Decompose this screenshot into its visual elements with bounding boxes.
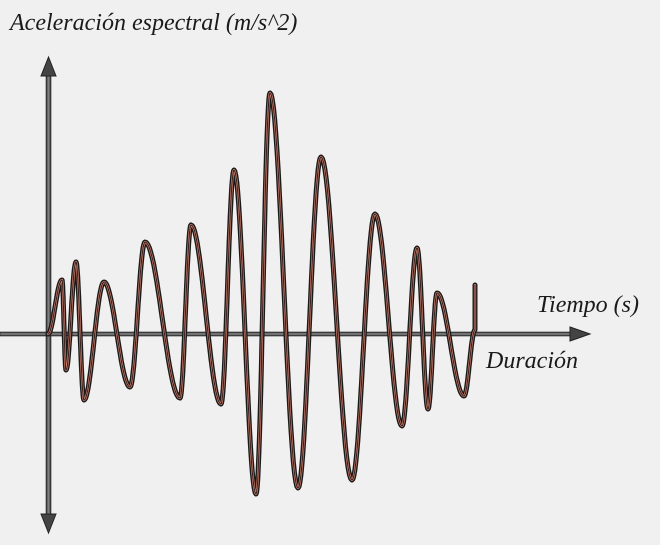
x-axis-arrow	[569, 326, 592, 342]
duration-label: Duración	[485, 348, 578, 374]
x-axis-label: Tiempo (s)	[537, 292, 639, 318]
acceleration-waveform	[45, 90, 478, 497]
y-axis-arrow-down	[40, 513, 57, 535]
y-axis	[40, 55, 57, 535]
y-axis-arrow-up	[40, 55, 57, 77]
y-axis-label: Aceleración espectral (m/s^2)	[8, 10, 297, 36]
x-axis	[0, 326, 592, 342]
waveform-core	[47, 92, 476, 495]
